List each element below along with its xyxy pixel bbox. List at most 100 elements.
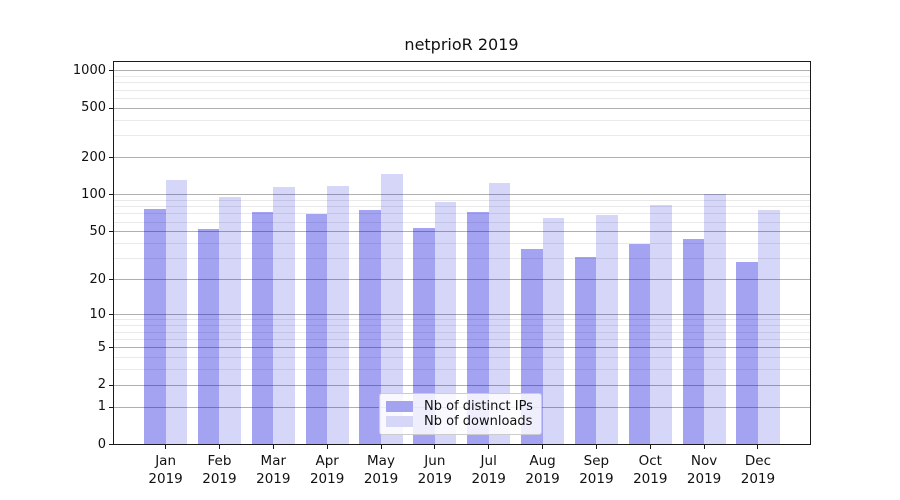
y-tick-label: 100 <box>81 186 106 202</box>
gridline-major <box>113 194 810 196</box>
x-axis-tick <box>326 445 328 449</box>
bar-distinct-ips-mar <box>251 211 274 445</box>
y-tick-label: 0 <box>97 436 106 452</box>
y-tick-label: 1000 <box>72 62 106 78</box>
gridline-minor <box>113 338 810 340</box>
gridline-minor <box>113 319 810 321</box>
bar-distinct-ips-jun <box>413 227 435 445</box>
bar-distinct-ips-apr <box>305 213 328 445</box>
gridline-minor <box>113 97 810 99</box>
x-axis-tick <box>165 445 167 449</box>
y-axis-tick <box>109 384 113 386</box>
bar-distinct-ips-dec <box>736 262 758 445</box>
x-tick-label: Feb 2019 <box>202 452 237 487</box>
gridline-minor <box>113 331 810 333</box>
legend-item-distinct-ips: Nb of distinct IPs <box>386 399 533 414</box>
legend-label-distinct-ips: Nb of distinct IPs <box>424 399 533 414</box>
gridline-major <box>113 70 810 72</box>
y-tick-label: 10 <box>89 306 106 322</box>
bar-downloads-feb <box>219 196 242 445</box>
bar-downloads-nov <box>704 193 726 445</box>
bar-distinct-ips-feb <box>197 228 220 445</box>
gridline-minor <box>113 135 810 137</box>
gridline-major <box>113 107 810 109</box>
gridline-minor <box>113 221 810 223</box>
bar-distinct-ips-oct <box>628 243 651 445</box>
legend: Nb of distinct IPs Nb of downloads <box>379 393 542 435</box>
bar-downloads-dec <box>757 210 780 445</box>
bar-distinct-ips-jul <box>467 211 489 445</box>
x-axis-tick <box>380 445 382 449</box>
y-axis-tick <box>109 70 113 72</box>
legend-item-downloads: Nb of downloads <box>386 414 533 429</box>
legend-label-downloads: Nb of downloads <box>424 414 533 429</box>
x-axis-tick <box>757 445 759 449</box>
gridline-minor <box>113 200 810 202</box>
y-axis-tick <box>109 314 113 316</box>
x-axis-tick <box>272 445 274 449</box>
gridline-major <box>113 279 810 281</box>
gridline-minor <box>113 243 810 245</box>
bar-distinct-ips-sep <box>574 257 597 445</box>
x-tick-label: May 2019 <box>363 452 399 487</box>
gridline-minor <box>113 213 810 215</box>
y-axis-tick <box>109 406 113 408</box>
x-axis-tick <box>542 445 544 449</box>
bar-downloads-apr <box>327 185 349 445</box>
gridline-minor <box>113 119 810 121</box>
gridline-minor <box>113 356 810 358</box>
x-tick-label: Jul 2019 <box>471 452 506 487</box>
y-axis-tick <box>109 194 113 196</box>
bar-distinct-ips-nov <box>682 238 705 445</box>
y-tick-label: 5 <box>97 339 106 355</box>
y-tick-label: 50 <box>89 223 106 239</box>
x-axis-tick <box>434 445 436 449</box>
y-axis-tick <box>109 279 113 281</box>
y-tick-label: 500 <box>81 100 106 116</box>
bar-distinct-ips-may <box>359 209 381 445</box>
x-axis-tick <box>488 445 490 449</box>
x-axis-tick <box>703 445 705 449</box>
y-axis-tick <box>109 107 113 109</box>
bar-downloads-aug <box>542 217 565 445</box>
bar-downloads-jan <box>165 179 188 445</box>
bar-downloads-sep <box>596 214 618 445</box>
x-axis-tick <box>595 445 597 449</box>
gridline-minor <box>113 89 810 91</box>
gridline-minor <box>113 76 810 78</box>
y-tick-label: 20 <box>89 271 106 287</box>
gridline-minor <box>113 206 810 208</box>
legend-swatch-distinct-ips-icon <box>386 401 413 412</box>
x-tick-label: Jun 2019 <box>417 452 453 487</box>
x-tick-label: Nov 2019 <box>686 452 722 487</box>
legend-swatch-downloads-icon <box>386 416 413 427</box>
x-tick-label: Oct 2019 <box>633 452 668 487</box>
x-tick-label: Dec 2019 <box>740 452 776 487</box>
bar-distinct-ips-jan <box>144 208 166 445</box>
y-axis-tick <box>109 347 113 349</box>
gridline-minor <box>113 82 810 84</box>
y-axis-tick <box>109 231 113 233</box>
x-tick-label: Jan 2019 <box>148 452 183 487</box>
bar-downloads-mar <box>273 187 295 445</box>
x-tick-label: Mar 2019 <box>256 452 291 487</box>
x-axis-tick <box>649 445 651 449</box>
x-axis-tick <box>218 445 220 449</box>
gridline-minor <box>113 369 810 371</box>
y-axis-tick <box>109 444 113 445</box>
gridline-minor <box>113 325 810 327</box>
gridline-major <box>113 231 810 233</box>
bar-downloads-oct <box>650 204 672 445</box>
y-tick-label: 1 <box>97 399 106 414</box>
x-tick-label: Sep 2019 <box>579 452 614 487</box>
gridline-major <box>113 384 810 386</box>
x-tick-label: Apr 2019 <box>309 452 345 487</box>
x-tick-label: Aug 2019 <box>525 452 560 487</box>
gridline-major <box>113 314 810 316</box>
gridline-major <box>113 157 810 159</box>
y-axis-tick <box>109 157 113 159</box>
bar-downloads-jun <box>434 202 457 445</box>
chart-title: netprioR 2019 <box>404 35 519 54</box>
bar-downloads-jul <box>488 182 511 445</box>
